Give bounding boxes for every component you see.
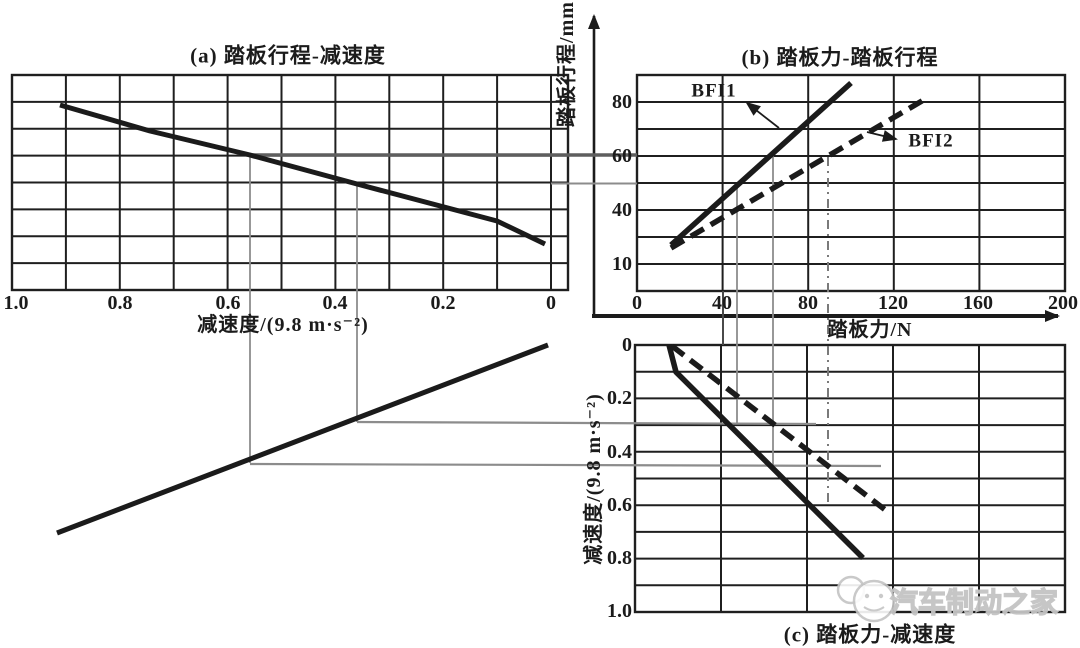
chart-a-x-tick: 1.0 <box>3 292 29 314</box>
chart-c-solid-line <box>666 344 865 560</box>
chart-c-y-tick: 1.0 <box>607 600 632 622</box>
bfi2-label: BFI2 <box>908 130 954 152</box>
chart-c-y-tick: 0.4 <box>607 441 632 463</box>
chart-a-curve <box>59 102 547 247</box>
bfi1-callout-arrow <box>745 101 780 129</box>
chart-c-y-tick: 0 <box>622 334 632 356</box>
decel-link-046 <box>249 462 882 468</box>
chart-c-title: (c) 踏板力-减速度 <box>783 622 957 647</box>
chart-b-x-tick: 200 <box>1048 292 1078 314</box>
chart-b-x-tick: 0 <box>632 292 642 314</box>
chart-b-x-tick: 120 <box>878 292 908 314</box>
chart-a-title: (a) 踏板行程-减速度 <box>190 43 386 68</box>
bfi1-label: BFI1 <box>691 80 737 102</box>
chart-a-x-tick: 0.4 <box>322 292 348 314</box>
bfi1-line <box>669 80 853 248</box>
watermark-smile <box>863 606 885 612</box>
watermark-text: 汽车制动之家 <box>890 586 1058 619</box>
chart-a-x-tick: 0.6 <box>215 292 241 314</box>
chart-b-y-tick: 40 <box>612 199 632 221</box>
watermark-face <box>852 579 896 623</box>
chart-b-x-tick: 160 <box>963 292 993 314</box>
chart-b-x-tick: 80 <box>798 292 818 314</box>
watermark-eye-right <box>878 593 884 599</box>
chart-b-x-tick: 40 <box>712 292 732 314</box>
chart-b-title: (b) 踏板力-踏板行程 <box>741 45 939 70</box>
chart-a-x-tick: 0 <box>546 292 556 314</box>
watermark-eye-left <box>864 593 870 599</box>
transfer-diagonal <box>56 342 549 536</box>
chart-b-x-axis-label: 踏板力/N <box>827 319 913 341</box>
chart-a-x-tick: 0.8 <box>107 292 133 314</box>
bfi2-callout-arrow <box>866 130 898 142</box>
chart-a-x-tick: 0.2 <box>430 292 456 314</box>
chart-c-y-tick: 0.6 <box>607 494 632 516</box>
decel-link-029 <box>356 420 817 426</box>
chart-a-x-axis-label: 减速度/(9.8 m·s⁻²) <box>197 314 369 336</box>
chart-c-y-tick: 0.8 <box>607 547 632 569</box>
chart-c-y-axis-label: 减速度/(9.8 m·s⁻²) <box>583 393 605 565</box>
chart-b-y-tick: 80 <box>612 91 632 113</box>
chart-b-y-axis-label: 踏板行程/mm <box>556 1 578 127</box>
chart-b-y-tick: 10 <box>612 253 632 275</box>
chart-b-y-tick: 60 <box>612 145 632 167</box>
bfi2-line <box>669 95 929 251</box>
chart-c-y-tick: 0.2 <box>607 387 632 409</box>
